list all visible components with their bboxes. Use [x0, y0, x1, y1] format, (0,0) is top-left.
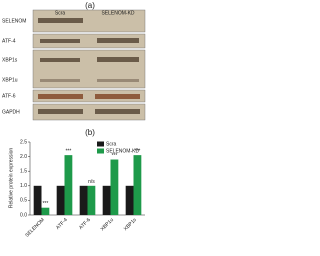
x-tick-label: XBP1u: [100, 217, 115, 232]
x-tick-label: XBP1s: [123, 217, 138, 232]
annotation: ***: [65, 148, 71, 154]
x-tick-label: SELENOM: [24, 217, 46, 239]
row-label: ATF-6: [2, 93, 16, 99]
blot-band: [40, 58, 80, 62]
bar: [79, 185, 88, 215]
blot-band: [97, 57, 139, 62]
bar: [133, 155, 142, 215]
figure: (a) (b) Scra SELENOM-KD SELENOM ATF-4 XB…: [2, 1, 146, 239]
blot-image: [32, 9, 146, 121]
bar: [64, 155, 73, 215]
y-tick-label: 0.5: [20, 198, 27, 204]
bar: [110, 159, 119, 215]
y-tick-label: 2.5: [20, 139, 27, 145]
lane-label: Scra: [55, 10, 66, 16]
y-tick-label: 1.0: [20, 183, 27, 189]
lane-label: SELENOM-KD: [101, 10, 134, 16]
blot-strip: [32, 49, 146, 89]
bar: [56, 185, 65, 215]
blot-band: [95, 109, 140, 114]
y-axis-label: Relative protein expression: [8, 148, 14, 209]
blot-band: [38, 18, 83, 23]
x-tick-label: ATF-6: [78, 217, 92, 231]
panel-label: (b): [85, 128, 95, 137]
bar: [102, 185, 111, 215]
blot-band: [38, 109, 83, 114]
panel-label: (a): [85, 1, 95, 10]
row-label: XBP1u: [2, 77, 18, 83]
blot-strip: [32, 103, 146, 121]
legend-label: SELENOM-KD: [106, 148, 139, 154]
annotation: n/s: [88, 179, 95, 185]
page: {"figure_labels": ["(a)", "(b)"], "blot"…: [0, 0, 150, 256]
blot-band: [95, 94, 140, 99]
bar: [33, 185, 42, 215]
row-label: XBP1s: [2, 57, 18, 63]
y-tick-label: 2.0: [20, 154, 27, 160]
blot-band: [40, 39, 80, 43]
row-label: GAPDH: [2, 109, 20, 115]
bar: [41, 207, 50, 215]
legend-label: Scra: [106, 141, 117, 147]
annotation: ***: [42, 201, 48, 207]
annotation: ***: [111, 153, 117, 159]
blot-strip: [32, 9, 146, 33]
legend-swatch: [97, 141, 104, 147]
blot-band: [97, 79, 139, 82]
blot-strip: [32, 33, 146, 49]
row-label: SELENOM: [2, 18, 26, 24]
x-tick-label: ATF-4: [55, 217, 69, 231]
blot-band: [38, 94, 83, 99]
bar: [125, 185, 134, 215]
bar: [87, 185, 96, 215]
row-label: ATF-4: [2, 38, 16, 44]
blot-band: [97, 38, 139, 43]
legend-swatch: [97, 148, 104, 154]
annotation: ***: [134, 148, 140, 154]
y-tick-label: 1.5: [20, 169, 27, 175]
blot-band: [40, 79, 80, 82]
y-tick-label: 0.0: [20, 212, 27, 218]
